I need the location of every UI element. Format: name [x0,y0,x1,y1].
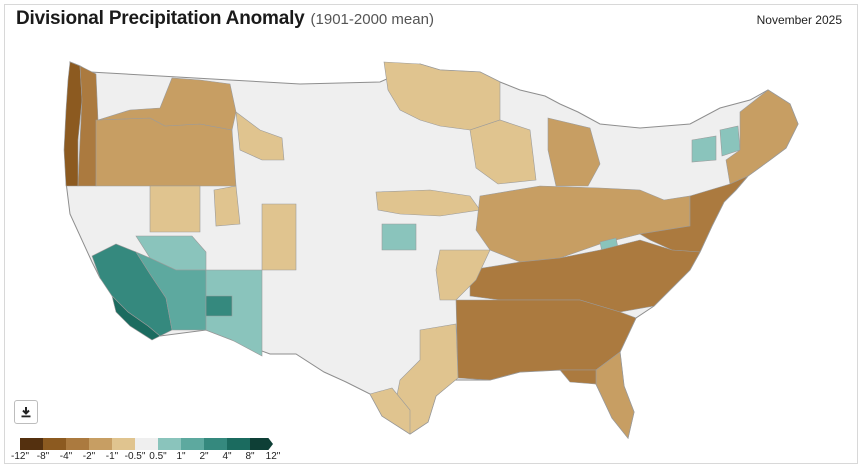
title-row: Divisional Precipitation Anomaly (1901-2… [16,8,434,30]
legend-swatch [20,438,43,450]
region-oregon-east [95,117,237,187]
legend-swatch [112,438,135,450]
legend-label: -0.5" [124,451,146,462]
region-arizona-central [205,295,233,317]
map-panel [4,4,858,464]
region-florida-panhandle [559,369,597,385]
region-nevada-north [149,185,201,233]
region-michigan [547,117,601,187]
legend-label: 12" [265,451,281,462]
region-arkansas-missouri [435,249,491,301]
region-southern-california [91,243,173,337]
legend-label: 0.5" [149,451,167,462]
legend-swatch [89,438,112,450]
legend-bar [20,438,273,450]
legend-label: 1" [176,451,186,462]
map-title: Divisional Precipitation Anomaly [16,8,305,29]
legend-label: -12" [10,451,30,462]
region-arizona [205,269,263,357]
legend-labels: -12" -8" -4" -2" -1" -0.5" 0.5" 1" 2" 4" 8" 12" [11,451,280,465]
legend-label: -1" [105,451,119,462]
download-icon [21,407,31,418]
legend-swatch [227,438,250,450]
region-utah-east [213,185,241,227]
region-nebraska-iowa [375,189,481,217]
legend-swatch [181,438,204,450]
region-idaho-north [235,111,285,161]
region-utah-west [261,203,297,271]
region-new-england [725,89,799,185]
region-washington-east [97,77,237,131]
map-subtitle: (1901-2000 mean) [310,11,434,28]
legend-swatch [158,438,181,450]
legend-swatch [204,438,227,450]
region-kansas-wet [381,223,417,251]
legend: -12" -8" -4" -2" -1" -0.5" 0.5" 1" 2" 4" 8" 12" [11,438,280,465]
legend-label: -4" [59,451,73,462]
legend-label: 8" [245,451,255,462]
region-texas-south [369,387,411,435]
legend-swatch [66,438,89,450]
legend-swatch [135,438,158,450]
region-texas-east [391,323,459,435]
legend-swatch [250,438,273,450]
region-la-coast [111,295,161,341]
legend-swatch [43,438,66,450]
region-wisconsin [469,119,537,185]
legend-label: -2" [82,451,96,462]
legend-label: -8" [36,451,50,462]
legend-label: 4" [222,451,232,462]
region-wa-oregon-inland [77,65,99,187]
download-button[interactable] [14,400,38,424]
region-mid-atlantic [639,175,749,253]
date-label: November 2025 [756,13,842,27]
legend-label: 2" [199,451,209,462]
region-new-york-wet [691,135,717,163]
region-florida [595,351,635,439]
